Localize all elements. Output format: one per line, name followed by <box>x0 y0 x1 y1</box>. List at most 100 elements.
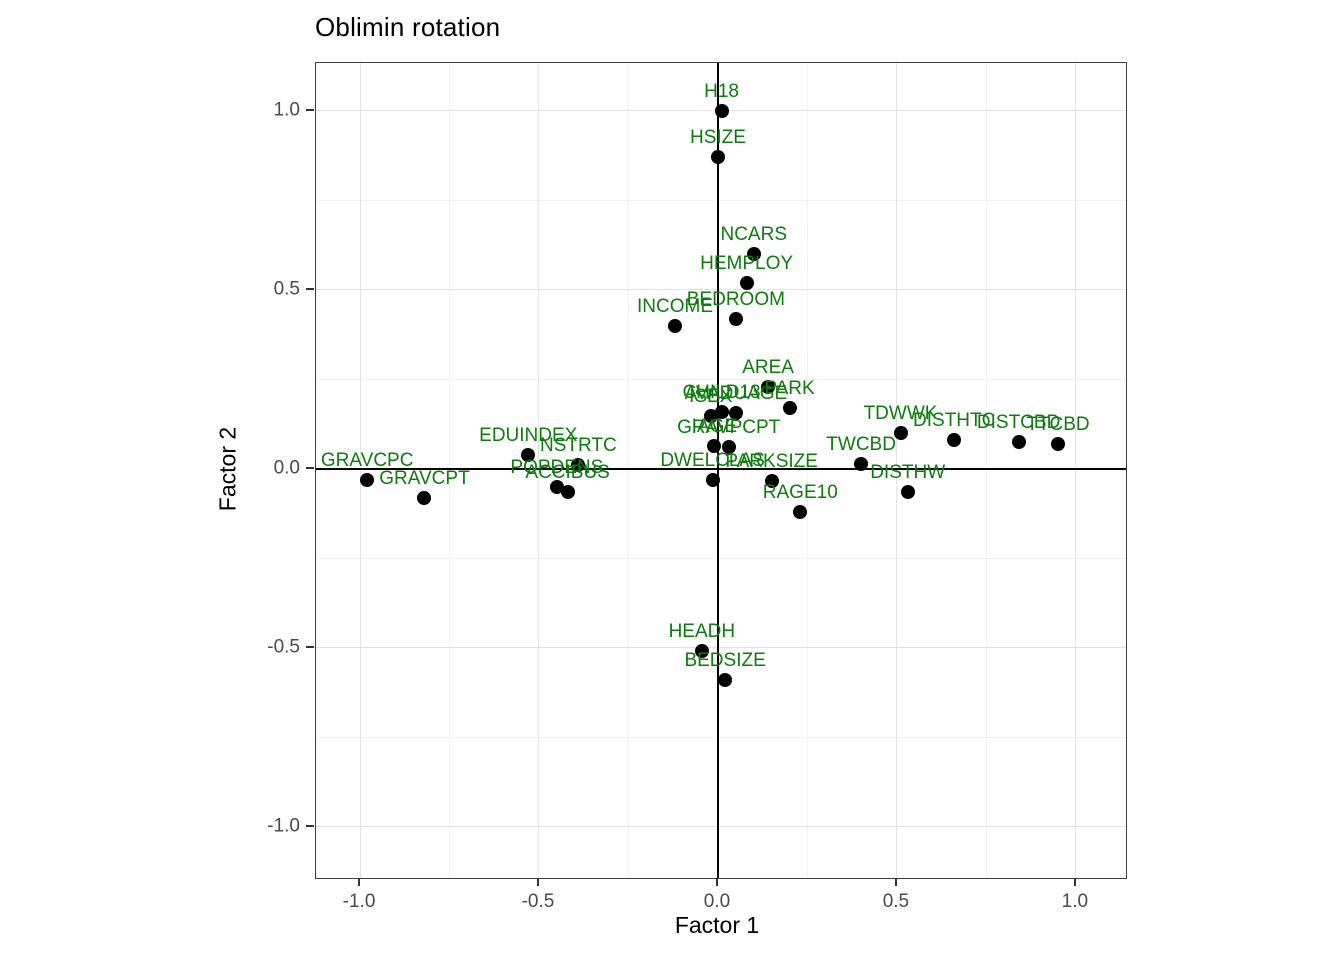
point-label: NCARS <box>720 224 788 246</box>
point-label: DISTHW <box>870 462 946 484</box>
data-point <box>854 456 869 471</box>
data-point <box>739 275 754 290</box>
data-point <box>761 379 776 394</box>
x-axis-title: Factor 1 <box>674 912 760 938</box>
data-point <box>746 247 761 262</box>
x-tick-label: -1.0 <box>342 891 376 912</box>
data-point <box>900 485 915 500</box>
x-axis-tick <box>894 878 897 886</box>
data-point <box>728 406 743 421</box>
point-label: GRAVPCPT <box>677 416 781 438</box>
point-label: GRAVCPC <box>320 449 414 471</box>
vline-x0 <box>716 63 719 878</box>
data-point <box>707 438 722 453</box>
data-point <box>417 490 432 505</box>
y-axis-tick <box>306 287 314 290</box>
point-label: ACCIBUS <box>525 462 610 484</box>
point-label: GRAVCPT <box>379 467 470 489</box>
data-point <box>947 433 962 448</box>
point-label: PARKSIZE <box>725 451 818 473</box>
point-label: DISTHTC <box>913 410 996 432</box>
x-tick-label: -0.5 <box>521 891 555 912</box>
y-minor-gridline <box>316 378 1126 380</box>
data-point <box>549 479 564 494</box>
point-label: H18 <box>704 80 739 102</box>
y-tick-label: 0.0 <box>273 457 300 479</box>
point-label: PARK <box>764 378 815 400</box>
point-label: DWELCLAS <box>660 449 765 471</box>
data-point <box>728 311 743 326</box>
x-minor-gridline <box>627 63 629 878</box>
x-axis-tick <box>715 878 718 886</box>
y-minor-gridline <box>316 557 1126 559</box>
data-point <box>718 673 733 688</box>
x-minor-gridline <box>806 63 808 878</box>
point-label: CHILD13 <box>682 381 761 403</box>
point-label: TWCBD <box>826 433 896 455</box>
y-major-gridline <box>316 289 1126 291</box>
data-point <box>705 472 720 487</box>
data-point <box>571 458 586 473</box>
y-axis-title: Factor 2 <box>214 426 241 512</box>
data-point <box>764 474 779 489</box>
x-tick-label: 0.5 <box>882 891 910 912</box>
point-label: INCOME <box>637 295 713 317</box>
y-major-gridline <box>316 826 1126 828</box>
y-axis-tick <box>306 108 314 111</box>
y-axis-tick <box>306 824 314 827</box>
hline-y0 <box>316 467 1126 470</box>
data-point <box>893 426 908 441</box>
data-point <box>521 447 536 462</box>
point-label: IAGE <box>691 415 738 437</box>
x-major-gridline <box>896 63 898 878</box>
x-axis-tick <box>358 878 361 886</box>
point-label: RAGE10 <box>762 481 838 503</box>
y-tick-label: 1.0 <box>273 99 300 121</box>
data-point <box>782 401 797 416</box>
data-point <box>560 485 575 500</box>
data-point <box>721 439 736 454</box>
y-axis-tick <box>306 645 314 648</box>
point-label: HEMPLOY <box>700 252 794 274</box>
y-minor-gridline <box>316 736 1126 738</box>
data-point <box>1050 436 1065 451</box>
data-point <box>360 472 375 487</box>
x-tick-label: 0.0 <box>703 891 731 912</box>
data-point <box>793 504 808 519</box>
x-minor-gridline <box>985 63 987 878</box>
point-label: HEADH <box>668 621 736 643</box>
y-tick-label: -1.0 <box>267 815 300 837</box>
y-axis-tick <box>306 466 314 469</box>
plot-title: Oblimin rotation <box>315 12 501 42</box>
x-minor-gridline <box>449 63 450 878</box>
point-label: DISTCBD <box>976 412 1061 434</box>
point-label: EDUINDEX <box>479 424 578 446</box>
data-point <box>1011 435 1026 450</box>
point-label: NSTRTC <box>540 435 617 457</box>
point-label: AVADUAGE <box>684 383 788 405</box>
data-point <box>703 408 718 423</box>
y-major-gridline <box>316 647 1126 649</box>
point-label: POPDENS <box>510 456 604 478</box>
point-label: HSIZE <box>689 127 746 149</box>
y-minor-gridline <box>316 199 1126 201</box>
point-label: BEDSIZE <box>684 650 766 672</box>
x-tick-label: 1.0 <box>1061 891 1089 912</box>
y-tick-label: -0.5 <box>267 636 300 658</box>
x-axis-tick <box>1073 878 1076 886</box>
x-major-gridline <box>1075 63 1077 878</box>
x-major-gridline <box>359 63 361 878</box>
point-label: TTCBD <box>1026 413 1090 435</box>
x-axis-tick <box>536 878 539 886</box>
data-point <box>714 103 729 118</box>
point-label: ISEX <box>689 385 733 407</box>
data-point <box>694 644 709 659</box>
data-point <box>668 318 682 333</box>
plot-panel: H18 HSIZE NCARS HEMPLOY BEDROOM INCOME AREA PAR… <box>315 62 1127 879</box>
point-label: BEDROOM <box>686 288 785 310</box>
data-point <box>714 404 729 419</box>
x-major-gridline <box>538 63 540 878</box>
point-label: TDWWK <box>863 403 938 425</box>
point-label: AREA <box>742 356 794 378</box>
